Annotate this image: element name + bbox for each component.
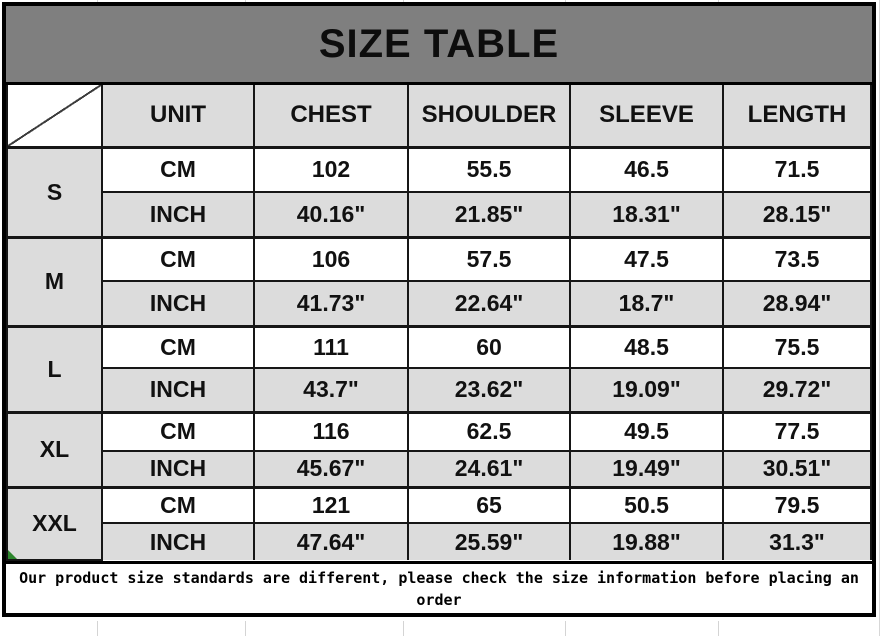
value-cell: 18.7" xyxy=(569,280,724,327)
page-title: SIZE TABLE xyxy=(6,6,872,85)
size-label: L xyxy=(6,324,103,413)
gridline xyxy=(403,621,404,636)
value-cell: 18.31" xyxy=(569,191,724,238)
value-cell: 28.94" xyxy=(722,280,872,327)
table-row: INCH 47.64" 25.59" 19.88" 31.3" xyxy=(7,522,872,560)
header-cell-sleeve: SLEEVE xyxy=(569,85,724,149)
gridline xyxy=(403,0,404,2)
value-cell: 30.51" xyxy=(722,450,872,488)
value-cell: 116 xyxy=(253,410,409,452)
table-row: XXL CM 121 65 50.5 79.5 xyxy=(6,485,872,561)
gridline xyxy=(97,621,98,636)
unit-cell: CM xyxy=(101,235,255,282)
header-cell-unit: UNIT xyxy=(101,85,255,149)
unit-cell: CM xyxy=(101,145,255,193)
unit-cell: CM xyxy=(101,324,255,369)
header-cell-shoulder: SHOULDER xyxy=(407,85,571,149)
value-cell: 65 xyxy=(407,485,571,524)
unit-cell: INCH xyxy=(101,191,255,238)
unit-cell: INCH xyxy=(101,280,255,327)
header-row: UNIT CHEST SHOULDER SLEEVE LENGTH xyxy=(6,85,872,149)
value-cell: 79.5 xyxy=(722,485,872,524)
size-table: UNIT CHEST SHOULDER SLEEVE LENGTH S CM 1… xyxy=(6,85,872,561)
value-cell: 55.5 xyxy=(407,145,571,193)
unit-cell: INCH xyxy=(101,522,255,560)
value-cell: 23.62" xyxy=(407,367,571,413)
value-cell: 62.5 xyxy=(407,410,571,452)
value-cell: 121 xyxy=(253,485,409,524)
gridline xyxy=(245,0,246,2)
value-cell: 71.5 xyxy=(722,145,872,193)
table-row: L CM 111 60 48.5 75.5 xyxy=(6,324,872,413)
value-cell: 21.85" xyxy=(407,191,571,238)
value-cell: 31.3" xyxy=(722,522,872,560)
value-cell: 19.49" xyxy=(569,450,724,488)
table-row: S CM 102 55.5 46.5 71.5 xyxy=(6,145,872,238)
table-row: XL CM 116 62.5 49.5 77.5 xyxy=(6,410,872,488)
table-row: INCH 43.7" 23.62" 19.09" 29.72" xyxy=(7,367,872,413)
value-cell: 24.61" xyxy=(407,450,571,488)
value-cell: 43.7" xyxy=(253,367,409,413)
value-cell: 48.5 xyxy=(569,324,724,369)
value-cell: 49.5 xyxy=(569,410,724,452)
gridline xyxy=(245,621,246,636)
value-cell: 40.16" xyxy=(253,191,409,238)
value-cell: 19.88" xyxy=(569,522,724,560)
value-cell: 60 xyxy=(407,324,571,369)
table-row: M CM 106 57.5 47.5 73.5 xyxy=(6,235,872,327)
table-row: INCH 41.73" 22.64" 18.7" 28.94" xyxy=(7,280,872,327)
size-label: XL xyxy=(6,410,103,488)
corner-cell xyxy=(6,85,103,149)
table-row: INCH 45.67" 24.61" 19.49" 30.51" xyxy=(7,450,872,488)
value-cell: 47.5 xyxy=(569,235,724,282)
table-frame: SIZE TABLE UNIT CHEST SHOULDER SLEEVE LE… xyxy=(2,2,876,617)
size-label: XXL xyxy=(6,485,103,561)
unit-cell: CM xyxy=(101,410,255,452)
size-label-text: XXL xyxy=(32,510,77,537)
size-note: Our product size standards are different… xyxy=(6,561,872,614)
header-cell-chest: CHEST xyxy=(253,85,409,149)
value-cell: 111 xyxy=(253,324,409,369)
value-cell: 25.59" xyxy=(407,522,571,560)
gridline xyxy=(565,621,566,636)
value-cell: 19.09" xyxy=(569,367,724,413)
value-cell: 77.5 xyxy=(722,410,872,452)
value-cell: 75.5 xyxy=(722,324,872,369)
value-cell: 28.15" xyxy=(722,191,872,238)
value-cell: 50.5 xyxy=(569,485,724,524)
diagonal-line-icon xyxy=(9,85,100,144)
value-cell: 22.64" xyxy=(407,280,571,327)
value-cell: 102 xyxy=(253,145,409,193)
value-cell: 29.72" xyxy=(722,367,872,413)
gridline xyxy=(718,0,719,2)
gridline xyxy=(718,621,719,636)
gridline xyxy=(97,0,98,2)
green-corner-marker-icon xyxy=(9,550,17,558)
value-cell: 45.67" xyxy=(253,450,409,488)
unit-cell: INCH xyxy=(101,450,255,488)
value-cell: 106 xyxy=(253,235,409,282)
size-label: S xyxy=(6,145,103,238)
gridline xyxy=(565,0,566,2)
unit-cell: CM xyxy=(101,485,255,524)
header-cell-length: LENGTH xyxy=(722,85,872,149)
value-cell: 46.5 xyxy=(569,145,724,193)
table-row: INCH 40.16" 21.85" 18.31" 28.15" xyxy=(7,191,872,238)
value-cell: 41.73" xyxy=(253,280,409,327)
value-cell: 47.64" xyxy=(253,522,409,560)
value-cell: 57.5 xyxy=(407,235,571,282)
unit-cell: INCH xyxy=(101,367,255,413)
size-label: M xyxy=(6,235,103,327)
value-cell: 73.5 xyxy=(722,235,872,282)
